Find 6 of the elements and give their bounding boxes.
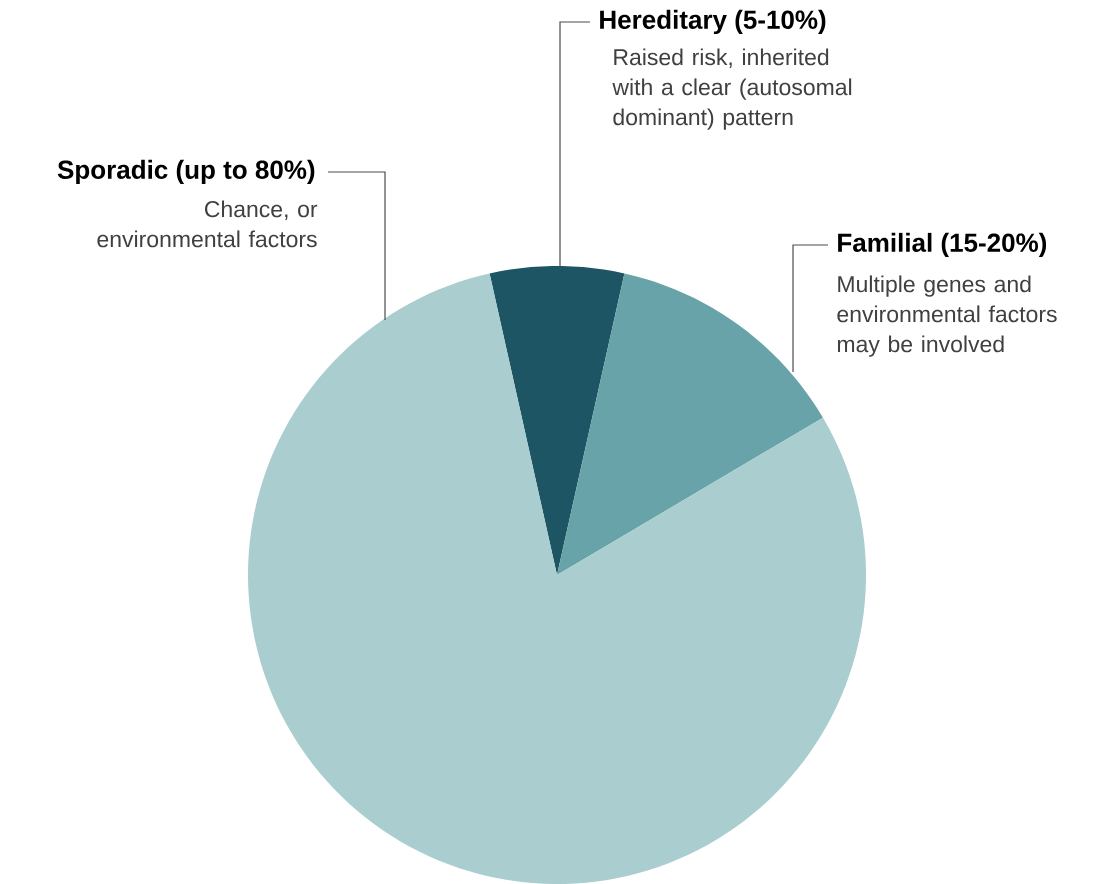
- text: Multiple genes and environmental factors may be involved: [837, 275, 1057, 357]
- slice-label: Familial (15-20%): [838, 232, 1047, 258]
- slice-label: Sporadic (up to 80%): [57, 159, 315, 185]
- text: Raised risk, inherited with a clear (autosomal dominant) pattern: [612, 48, 852, 130]
- slice-label: Hereditary (5-10%): [600, 9, 826, 35]
- text: Chance, or environmental factors: [97, 200, 318, 248]
